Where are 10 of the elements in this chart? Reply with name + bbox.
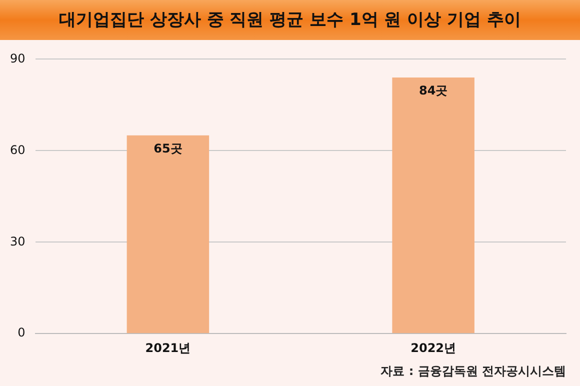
y-tick-label: 30: [10, 234, 26, 248]
y-tick-label: 60: [10, 142, 26, 157]
text: 자료 : 금융감독원 전자공시시스템: [380, 363, 566, 380]
x-tick-label: 2022년: [410, 340, 456, 355]
y-tick-label: 0: [18, 326, 26, 340]
data-label: 65곳: [154, 142, 182, 156]
x-tick-label: 2021년: [145, 340, 191, 355]
y-tick-label: 90: [10, 51, 26, 66]
data-label: 84곳: [418, 84, 448, 98]
chart-title: 대기업집단 상장사 중 직원 평균 보수 1억 원 이상 기업 추이: [0, 0, 580, 40]
